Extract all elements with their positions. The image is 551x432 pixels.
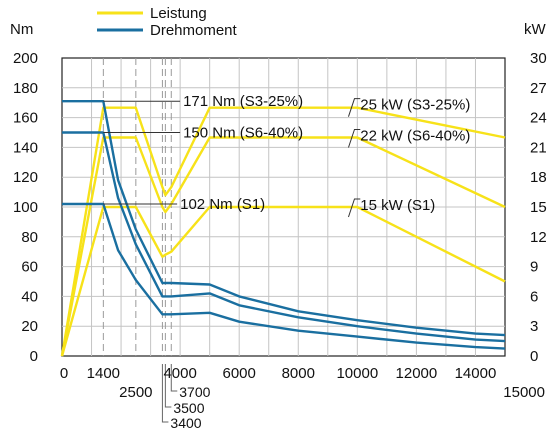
legend-label: Drehmoment [150,22,238,39]
x-tick-label: 2500 [119,384,152,401]
x-tick-label: 3700 [179,384,210,400]
y-right-unit: kW [524,21,547,38]
y-left-tick-label: 160 [13,110,38,127]
torque-curve [62,99,506,337]
series-lines [60,99,506,357]
y-left-tick-label: 40 [21,288,38,305]
y-right-tick-label: 24 [530,110,547,127]
annotation-label: 22 kW (S6-40%) [360,127,470,144]
y-left-tick-label: 60 [21,259,38,276]
power-curve [60,136,506,357]
annotation-label: 171 Nm (S3-25%) [183,93,303,110]
power-curve [60,106,506,357]
annotation-leader [347,98,361,117]
y-left-tick-label: 180 [13,80,38,97]
x-tick-label: 4000 [163,365,196,382]
y-right-tick-label: 6 [530,288,538,305]
x-tick-leader [161,364,169,423]
y-left-tick-label: 20 [21,318,38,335]
y-right-tick-label: 0 [530,348,538,365]
annotation-label: 15 kW (S1) [360,197,435,214]
annotation-leader [347,128,361,148]
legend-label: Leistung [150,5,207,22]
x-tick-label: 3400 [170,415,201,431]
y-left-tick-label: 140 [13,139,38,156]
x-tick-label: 12000 [396,365,438,382]
y-right-tick-label: 3 [530,318,538,335]
annotations: 171 Nm (S3-25%) 150 Nm (S6-40%) 102 Nm (S1… [103,93,470,218]
y-right-tick-label: 30 [530,50,547,67]
x-tick-label: 10000 [336,365,378,382]
x-tick-leader [164,364,172,408]
y-right-tick-label: 18 [530,169,547,186]
axis-ticks: 0 20 40 60 80 100 120 140 160 180 200 0 3 6 9 12 15 18 21 2… [13,50,547,431]
x-tick-label: 0 [60,365,68,382]
x-tick-label: 3500 [173,400,204,416]
y-left-unit: Nm [10,21,33,38]
y-left-tick-label: 200 [13,50,38,67]
x-tick-label: 8000 [282,365,315,382]
y-right-tick-label: 15 [530,199,547,216]
annotation-label: 150 Nm (S6-40%) [183,125,303,142]
annotation-label: 25 kW (S3-25%) [360,97,470,114]
y-left-tick-label: 80 [21,229,38,246]
y-left-tick-label: 100 [13,199,38,216]
y-right-tick-label: 27 [530,80,547,97]
power-curve [60,205,506,357]
y-left-tick-label: 120 [13,169,38,186]
y-right-tick-label: 9 [530,259,538,276]
annotation-leader [347,198,361,218]
annotation-label: 102 Nm (S1) [180,196,265,213]
torque-curve [62,202,506,350]
x-tick-leader [170,364,178,392]
y-left-tick-label: 0 [30,348,38,365]
y-right-tick-label: 21 [530,139,547,156]
x-tick-label: 15000 [503,384,545,401]
torque-curve [62,131,506,343]
x-tick-label: 1400 [87,365,120,382]
x-tick-label: 14000 [455,365,497,382]
x-tick-label: 6000 [223,365,256,382]
y-right-tick-label: 12 [530,229,547,246]
